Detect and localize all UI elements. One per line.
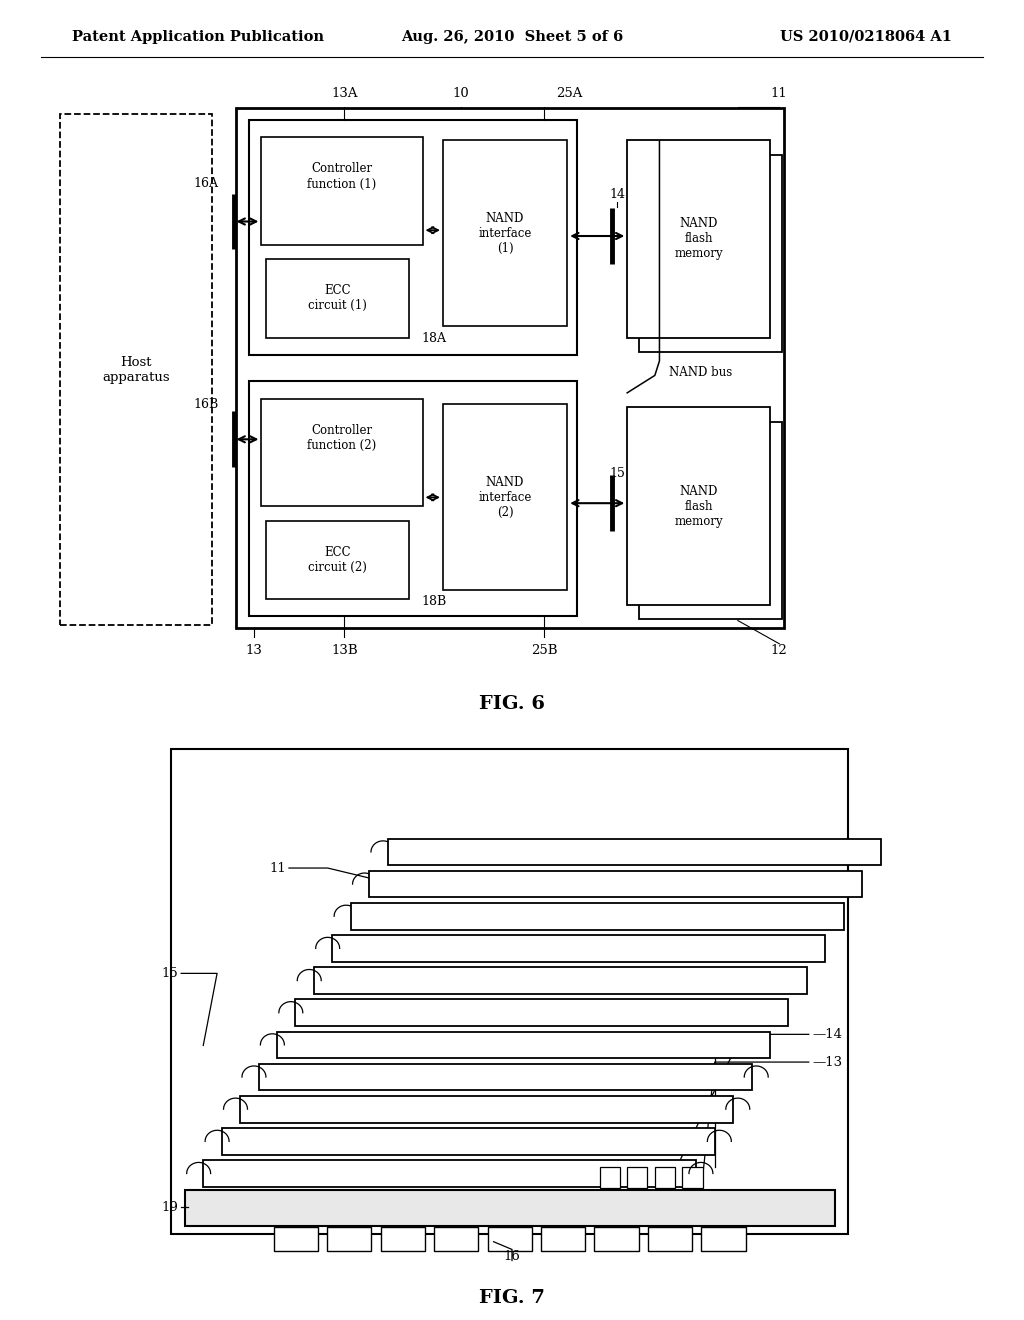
Bar — [595, 1228, 639, 1250]
Text: 12: 12 — [771, 644, 787, 657]
Bar — [328, 1228, 372, 1250]
Bar — [701, 1228, 745, 1250]
Text: NAND
interface
(1): NAND interface (1) — [478, 211, 531, 255]
Bar — [171, 748, 848, 1234]
Text: 11: 11 — [269, 862, 287, 875]
Bar — [381, 1228, 425, 1250]
Bar — [250, 381, 577, 616]
Bar — [639, 422, 782, 619]
Text: NAND
flash
memory: NAND flash memory — [675, 484, 723, 528]
Text: 13B: 13B — [331, 644, 357, 657]
Bar — [250, 120, 577, 355]
Text: 18B: 18B — [421, 595, 446, 609]
Text: US 2010/0218064 A1: US 2010/0218064 A1 — [780, 30, 952, 44]
Bar — [442, 404, 567, 590]
Text: 14: 14 — [609, 189, 625, 201]
Bar — [434, 1228, 478, 1250]
Bar — [648, 1228, 692, 1250]
Text: 25B: 25B — [531, 644, 557, 657]
Text: NAND bus: NAND bus — [669, 366, 732, 379]
Bar — [387, 838, 881, 866]
Text: Patent Application Publication: Patent Application Publication — [72, 30, 324, 44]
Text: 16A: 16A — [194, 177, 219, 190]
Bar — [333, 935, 825, 962]
Bar — [184, 1189, 835, 1225]
Text: 10: 10 — [453, 87, 470, 99]
Bar — [203, 1160, 696, 1187]
Bar — [296, 999, 788, 1026]
Text: 12: 12 — [563, 1041, 580, 1055]
Text: Controller
function (2): Controller function (2) — [307, 424, 377, 451]
Bar — [314, 968, 807, 994]
Bar — [627, 1167, 647, 1188]
Text: 25A: 25A — [556, 87, 583, 99]
Text: 15: 15 — [162, 966, 178, 979]
Bar — [258, 1064, 752, 1090]
Text: 15: 15 — [609, 467, 625, 480]
Bar — [60, 114, 213, 626]
Bar — [261, 399, 423, 506]
Bar — [236, 108, 784, 628]
Text: ECC
circuit (1): ECC circuit (1) — [308, 284, 367, 313]
Text: 13A: 13A — [331, 87, 357, 99]
Bar — [683, 1167, 702, 1188]
Bar — [241, 1096, 733, 1122]
Bar — [266, 259, 409, 338]
Bar — [350, 903, 844, 929]
Bar — [627, 408, 770, 605]
Text: ECC
circuit (2): ECC circuit (2) — [308, 545, 367, 574]
Bar — [222, 1129, 715, 1155]
Bar — [276, 1032, 770, 1059]
Text: Controller
function (1): Controller function (1) — [307, 162, 377, 190]
Text: 18A: 18A — [421, 331, 446, 345]
Text: NAND
interface
(2): NAND interface (2) — [478, 477, 531, 519]
Text: FIG. 7: FIG. 7 — [479, 1290, 545, 1307]
Text: 19: 19 — [162, 1201, 178, 1214]
Bar — [600, 1167, 620, 1188]
Text: FIG. 6: FIG. 6 — [479, 694, 545, 713]
Bar — [369, 871, 862, 898]
Text: 16: 16 — [504, 1250, 520, 1263]
Bar — [655, 1167, 675, 1188]
Bar — [541, 1228, 586, 1250]
Bar — [273, 1228, 318, 1250]
Bar — [639, 154, 782, 352]
Bar — [261, 137, 423, 244]
Text: —13: —13 — [812, 1056, 843, 1069]
Text: Host
apparatus: Host apparatus — [102, 355, 170, 384]
Bar — [627, 140, 770, 338]
Bar — [487, 1228, 531, 1250]
Bar — [442, 140, 567, 326]
Text: NAND
flash
memory: NAND flash memory — [675, 218, 723, 260]
Text: Aug. 26, 2010  Sheet 5 of 6: Aug. 26, 2010 Sheet 5 of 6 — [400, 30, 624, 44]
Text: 13: 13 — [246, 644, 262, 657]
Text: 11: 11 — [771, 87, 787, 99]
Text: —14: —14 — [812, 1028, 843, 1041]
Text: 16B: 16B — [194, 397, 219, 411]
Bar — [266, 520, 409, 599]
